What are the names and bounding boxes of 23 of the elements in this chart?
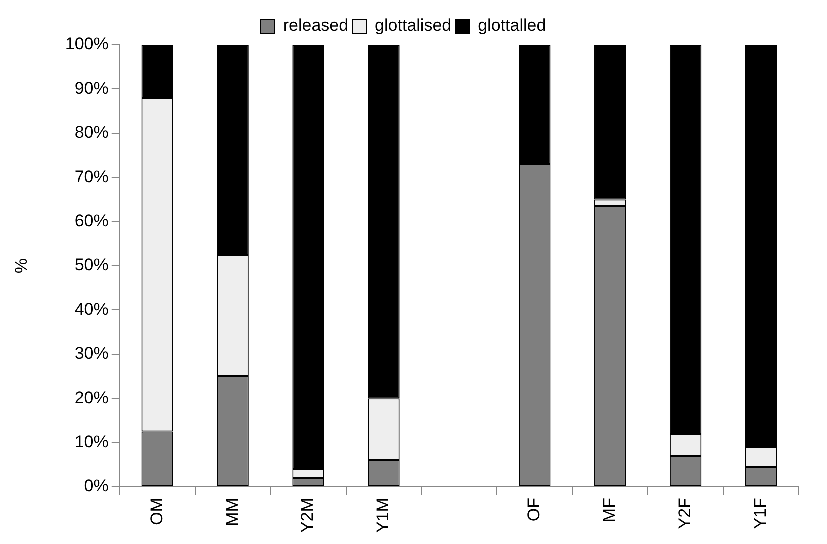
x-tick-label: Y1M	[374, 498, 393, 534]
x-tick-label: MF	[600, 498, 620, 523]
y-tick-label: 80%	[74, 123, 109, 142]
x-tick-label: OM	[147, 498, 166, 526]
y-tick-label: 50%	[74, 256, 109, 275]
y-tick-label: 100%	[65, 34, 109, 54]
y-tick-label: 0%	[84, 476, 109, 496]
y-tick-label: 30%	[74, 344, 109, 364]
y-tick-label: 90%	[74, 78, 109, 98]
y-tick-label: 10%	[74, 432, 109, 452]
y-tick-label: 60%	[74, 212, 109, 231]
x-tick-label: Y1F	[750, 498, 770, 530]
y-tick-label: 70%	[74, 167, 109, 186]
y-tick-label: 20%	[74, 388, 109, 408]
x-tick-label: Y2M	[298, 498, 318, 534]
legend-label: glottalled	[478, 16, 546, 36]
legend-label: released	[283, 16, 349, 36]
y-axis-title: %	[12, 258, 31, 274]
x-tick-label: MM	[222, 498, 242, 526]
y-tick-label: 40%	[74, 300, 109, 319]
x-tick-label: Y2F	[676, 498, 694, 530]
x-tick-label: OF	[524, 498, 544, 522]
legend-label: glottalised	[375, 16, 452, 36]
